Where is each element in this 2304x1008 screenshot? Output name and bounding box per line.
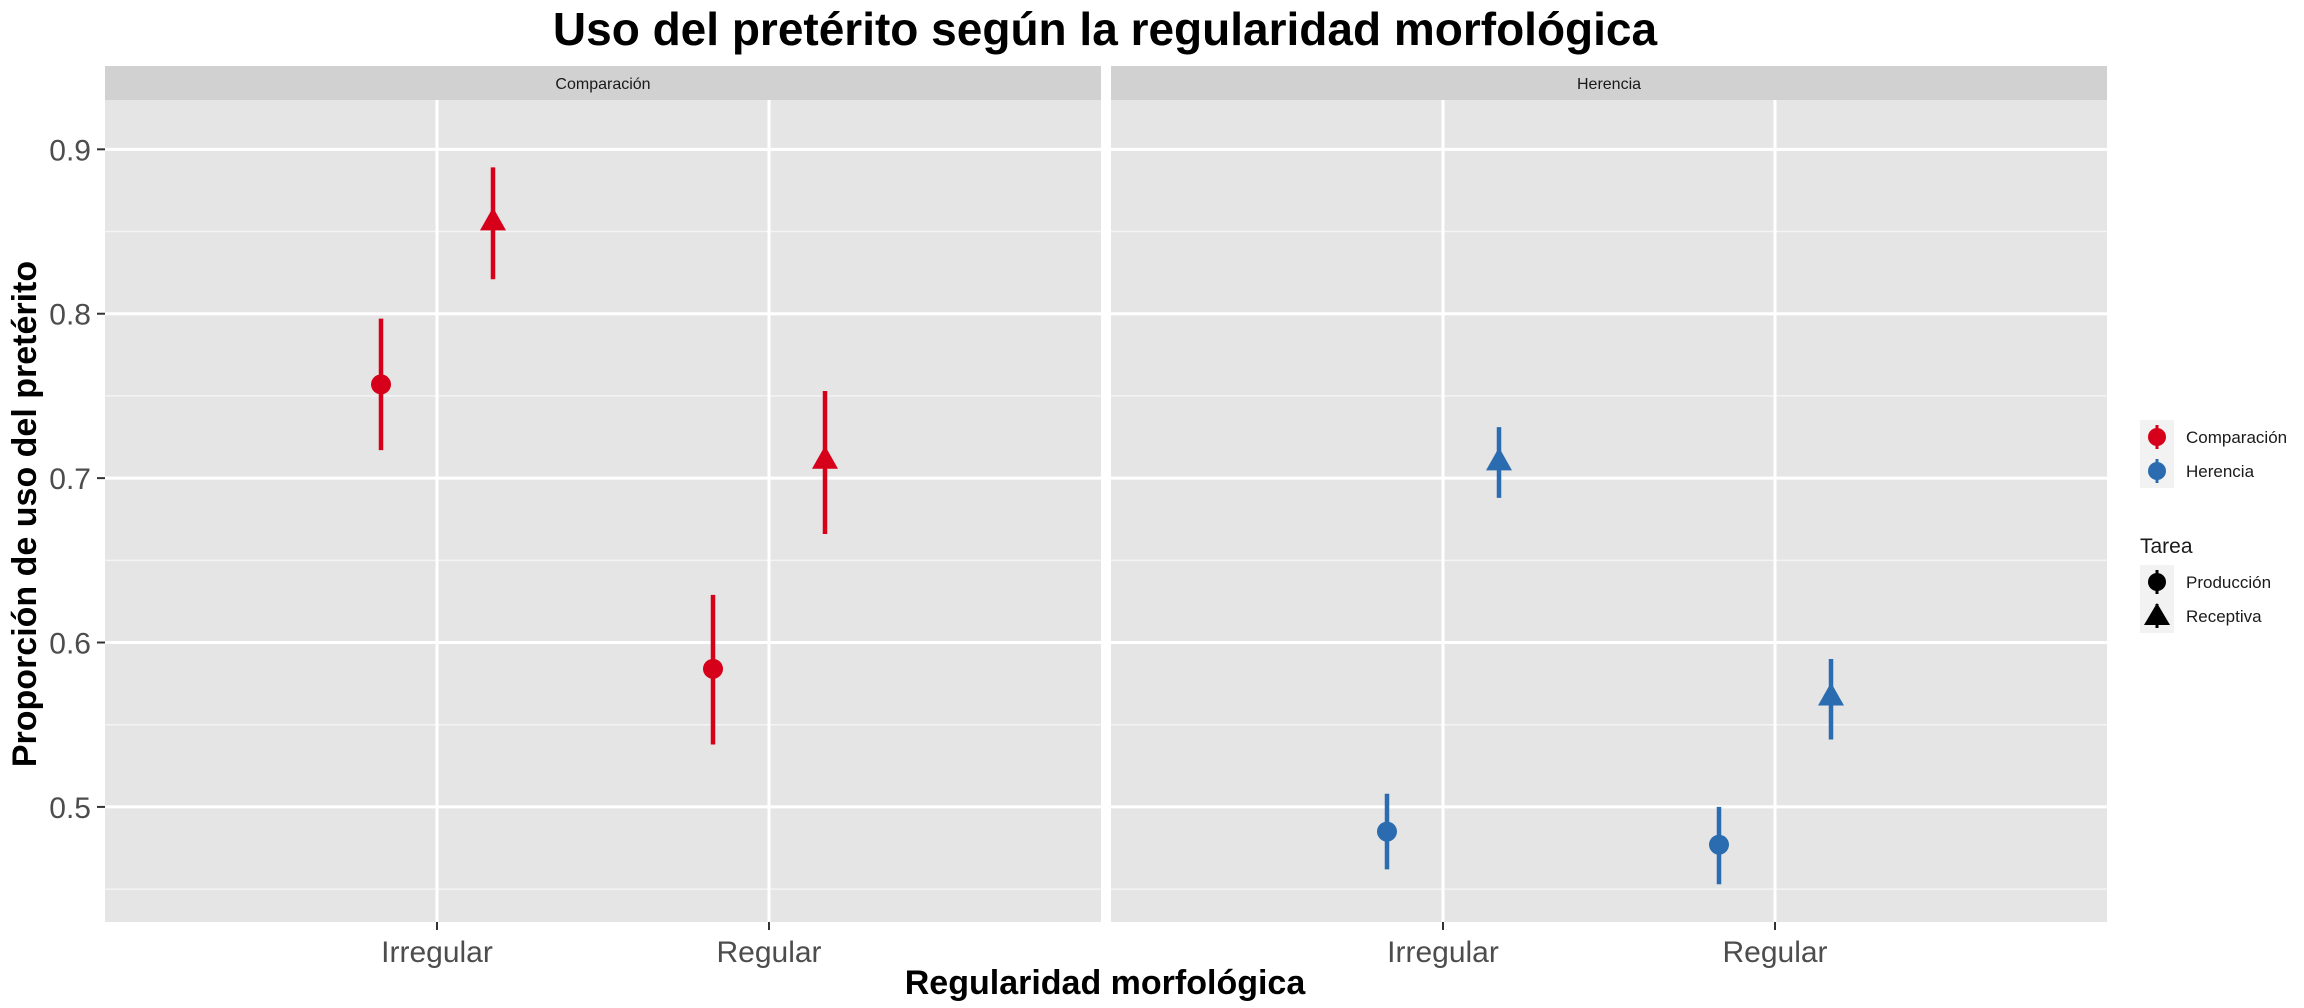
data-point-circle: [1377, 821, 1397, 842]
x-tick-label: Regular: [1722, 936, 1827, 969]
legend-title: Tarea: [2140, 535, 2193, 558]
legend-label: Herencia: [2186, 462, 2255, 481]
panel-background: [105, 100, 1101, 922]
panel-background: [1111, 100, 2107, 922]
data-point-triangle: [1818, 682, 1844, 706]
plot-area: Comparación Irregular Regular Herencia Irreg…: [49, 66, 2107, 969]
y-tick-label: 0.8: [49, 299, 91, 332]
x-axis-label: Regularidad morfológica: [905, 964, 1307, 1002]
y-tick-label: 0.9: [49, 134, 91, 167]
legend-key-point: [2148, 573, 2166, 591]
y-axis-label: Proporción de uso del pretérito: [6, 261, 44, 767]
legend-label: Receptiva: [2186, 607, 2262, 626]
legend-key-point: [2144, 603, 2170, 625]
data-point-triangle: [480, 207, 506, 231]
data-point-triangle: [1486, 447, 1512, 471]
x-tick-label: Regular: [716, 936, 821, 969]
x-tick-label: Irregular: [381, 936, 493, 969]
legend-label: Comparación: [2186, 428, 2287, 447]
legend-key-point: [2148, 462, 2166, 480]
data-point-circle: [371, 374, 391, 395]
facet-strip: [105, 66, 1101, 100]
facet-strip-label: Herencia: [1577, 76, 1641, 93]
y-tick-label: 0.6: [49, 628, 91, 661]
facet-strip-label: Comparación: [555, 76, 650, 93]
legend-key-point: [2148, 428, 2166, 446]
data-point-triangle: [812, 445, 838, 469]
data-point-circle: [1709, 834, 1729, 855]
x-tick-label: Irregular: [1387, 936, 1499, 969]
y-tick-label: 0.7: [49, 463, 91, 496]
facet-strip: [1111, 66, 2107, 100]
y-tick-label: 0.5: [49, 792, 91, 825]
data-point-circle: [703, 658, 723, 679]
legend: Comparación Herencia Tarea Producción Recept…: [2140, 420, 2287, 633]
legend-label: Producción: [2186, 573, 2271, 592]
chart-title: Uso del pretérito según la regularidad m…: [553, 3, 1658, 55]
